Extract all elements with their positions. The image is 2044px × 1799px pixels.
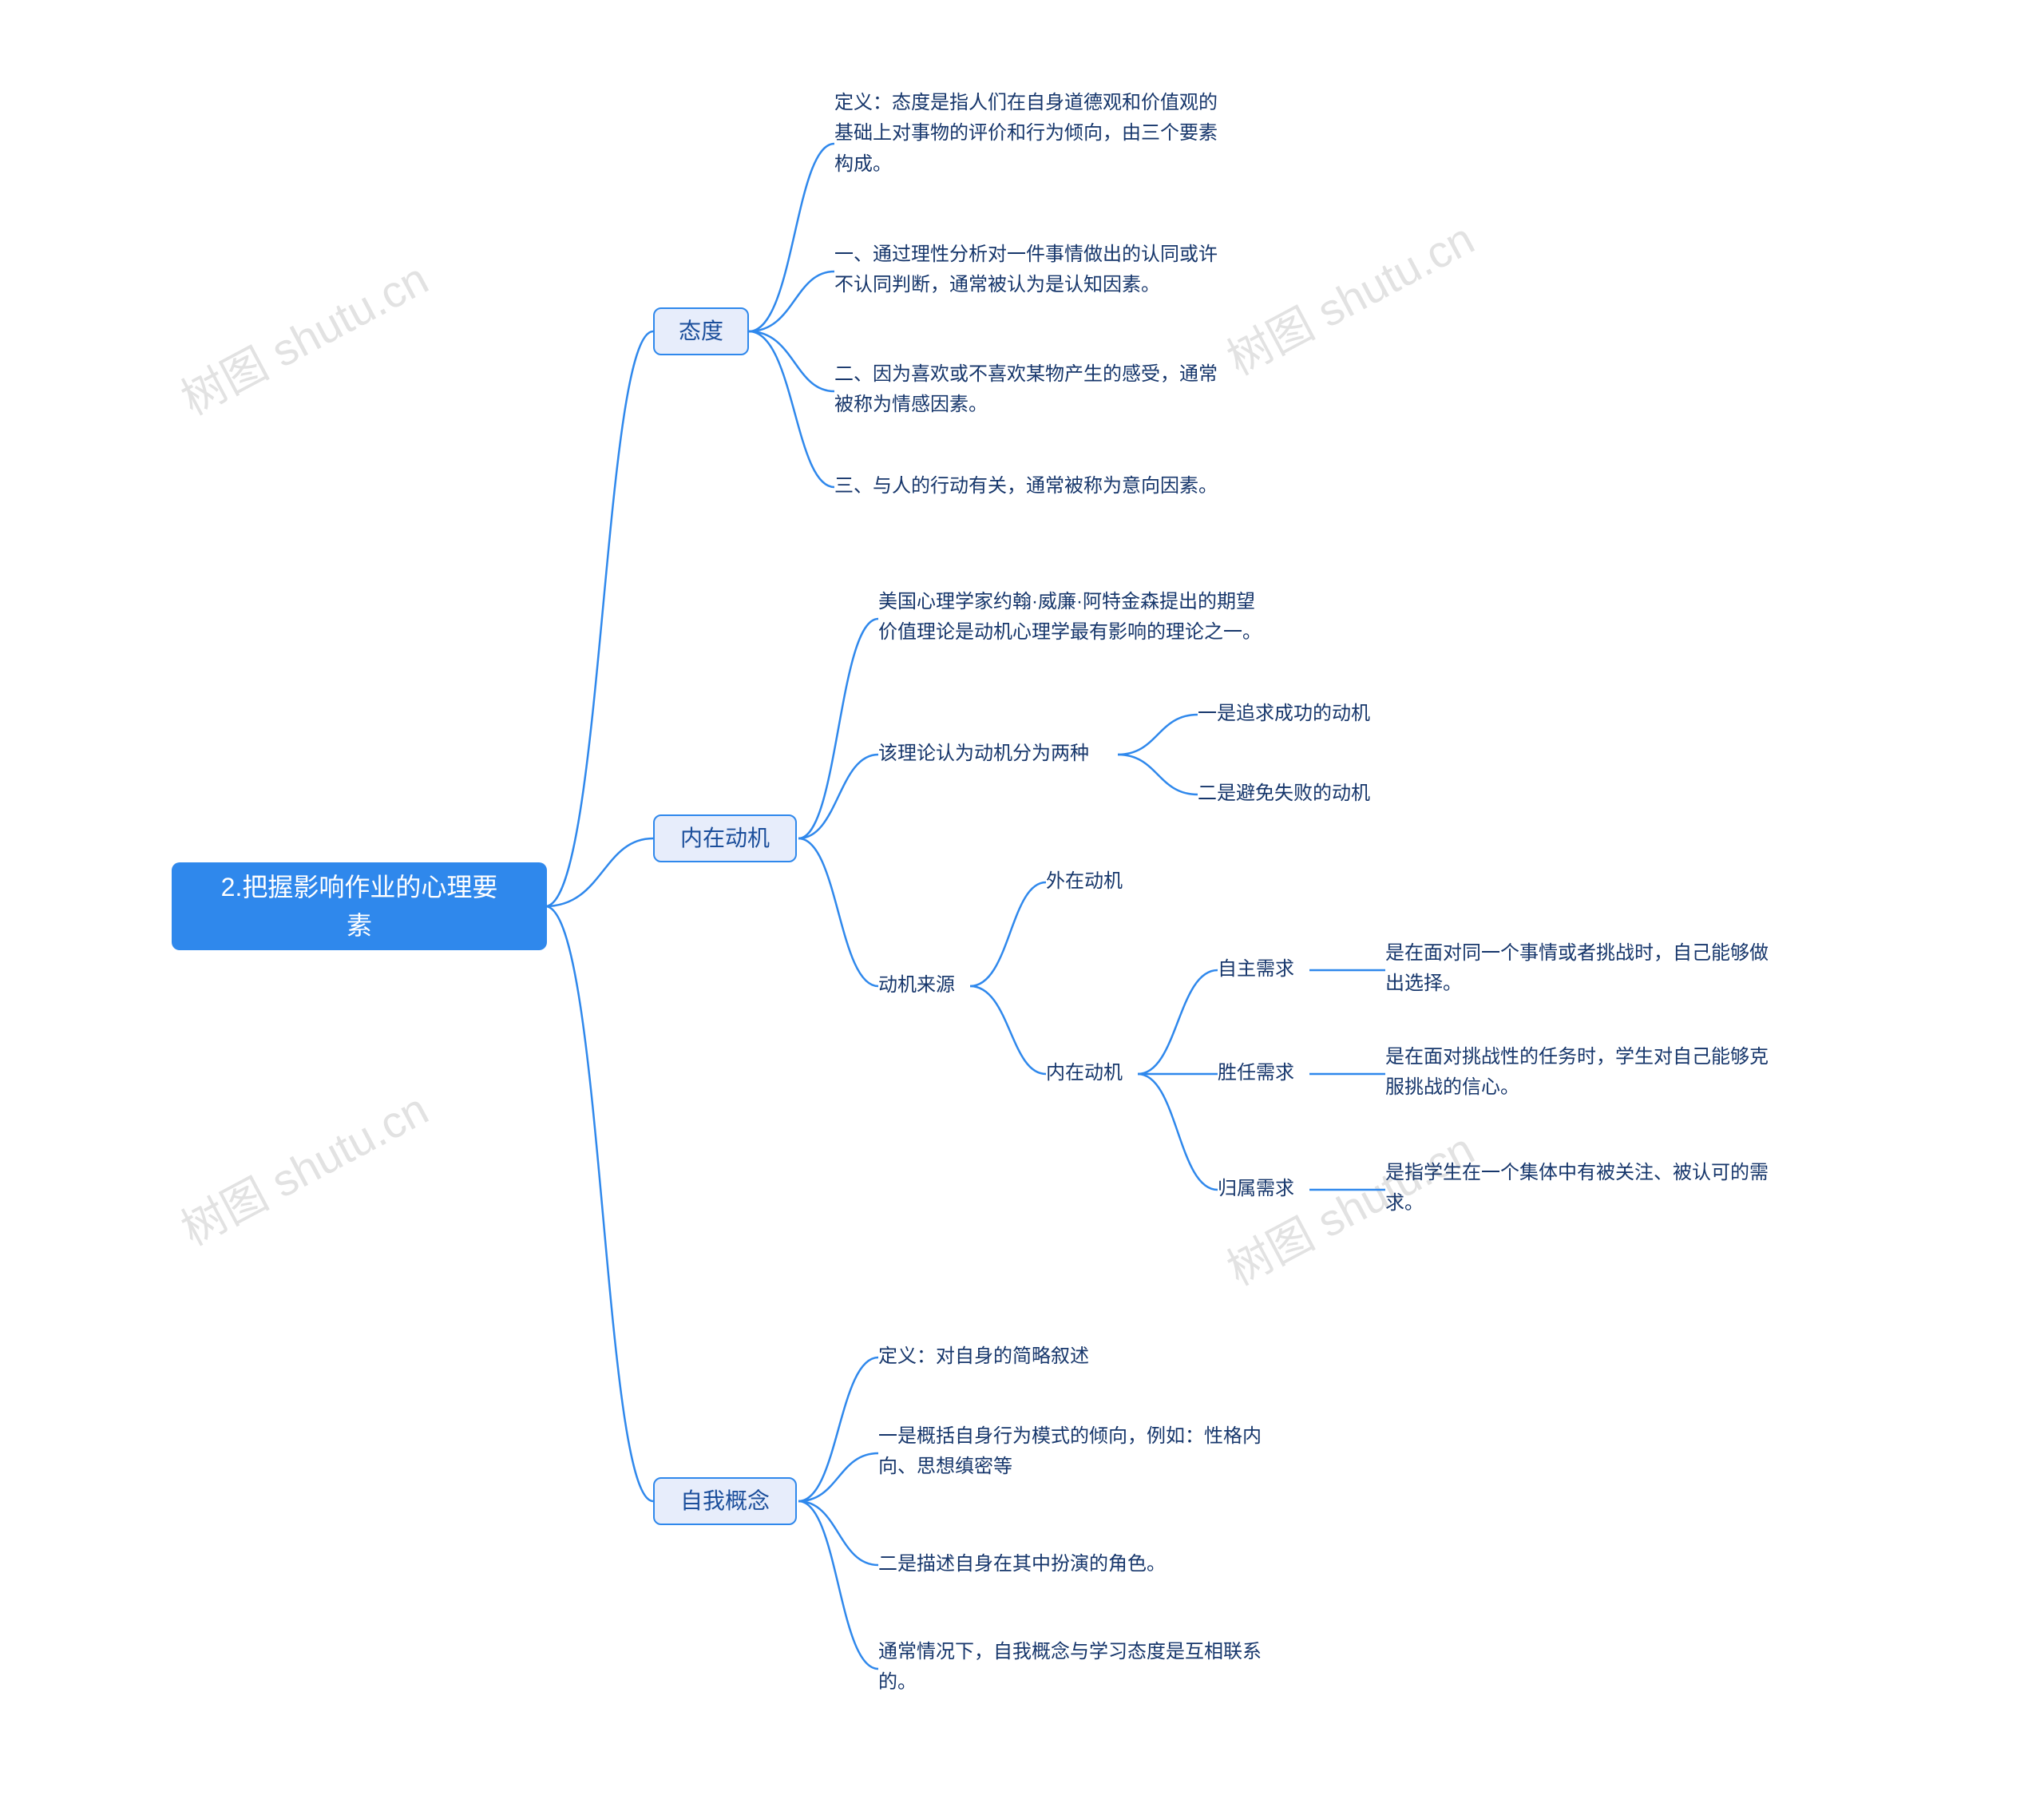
- leaf-need-belonging-desc: 是指学生在一个集体中有被关注、被认可的需 求。: [1385, 1158, 1832, 1219]
- branch-motivation[interactable]: 内在动机: [653, 814, 797, 862]
- leaf-need-belonging: 归属需求: [1218, 1174, 1309, 1204]
- leaf-attitude-3: 三、与人的行动有关，通常被称为意向因素。: [834, 471, 1281, 501]
- leaf-two-types-success: 一是追求成功的动机: [1198, 699, 1437, 729]
- leaf-self-def: 定义：对自身的简略叙述: [878, 1341, 1325, 1372]
- watermark: 树图 shutu.cn: [168, 1074, 438, 1258]
- leaf-motivation-theory: 美国心理学家约翰·威廉·阿特金森提出的期望 价值理论是动机心理学最有影响的理论之…: [878, 587, 1325, 648]
- leaf-attitude-2: 二、因为喜欢或不喜欢某物产生的感受，通常 被称为情感因素。: [834, 359, 1281, 421]
- leaf-self-3: 通常情况下，自我概念与学习态度是互相联系 的。: [878, 1637, 1325, 1698]
- branch-attitude[interactable]: 态度: [653, 307, 749, 355]
- root-node[interactable]: 2.把握影响作业的心理要 素: [172, 862, 547, 950]
- leaf-need-autonomy: 自主需求: [1218, 954, 1309, 985]
- watermark: 树图 shutu.cn: [168, 244, 438, 428]
- leaf-self-1: 一是概括自身行为模式的倾向，例如：性格内 向、思想缜密等: [878, 1421, 1325, 1483]
- leaf-attitude-1: 一、通过理性分析对一件事情做出的认同或许 不认同判断，通常被认为是认知因素。: [834, 240, 1281, 301]
- leaf-motivation-two-types: 该理论认为动机分为两种: [878, 739, 1118, 769]
- leaf-motivation-source: 动机来源: [878, 970, 970, 1001]
- leaf-need-competence: 胜任需求: [1218, 1058, 1309, 1088]
- leaf-source-external: 外在动机: [1046, 866, 1142, 897]
- leaf-two-types-failure: 二是避免失败的动机: [1198, 779, 1437, 809]
- leaf-source-internal: 内在动机: [1046, 1058, 1138, 1088]
- leaf-need-autonomy-desc: 是在面对同一个事情或者挑战时，自己能够做 出选择。: [1385, 938, 1832, 1000]
- leaf-attitude-def: 定义：态度是指人们在自身道德观和价值观的 基础上对事物的评价和行为倾向，由三个要…: [834, 88, 1281, 180]
- leaf-self-2: 二是描述自身在其中扮演的角色。: [878, 1549, 1325, 1579]
- leaf-need-competence-desc: 是在面对挑战性的任务时，学生对自己能够克 服挑战的信心。: [1385, 1042, 1832, 1104]
- branch-self[interactable]: 自我概念: [653, 1477, 797, 1525]
